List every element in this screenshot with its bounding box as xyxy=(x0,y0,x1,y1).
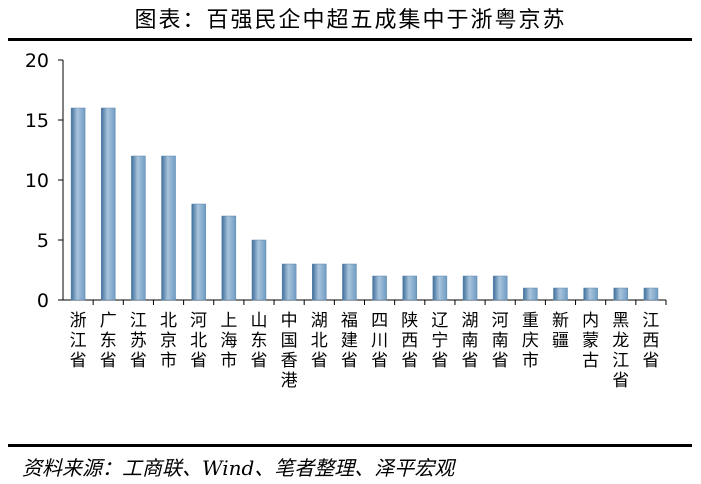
bar xyxy=(221,215,237,301)
x-category-label: 中国香港 xyxy=(281,311,298,391)
x-category-label: 湖北省 xyxy=(311,311,328,371)
x-category-label: 浙江省 xyxy=(70,311,87,371)
bar xyxy=(281,263,297,301)
x-category-label: 上海市 xyxy=(220,311,237,371)
x-category-label: 四川省 xyxy=(371,311,388,371)
x-category-label: 内蒙古 xyxy=(582,311,599,371)
x-category-label: 陕西省 xyxy=(401,311,418,371)
y-tick-label: 10 xyxy=(25,170,49,192)
chart-title: 图表：百强民企中超五成集中于浙粤京苏 xyxy=(134,8,567,33)
bar xyxy=(402,275,417,301)
x-category-label: 江西省 xyxy=(642,311,659,371)
bar xyxy=(492,275,508,301)
top-rule xyxy=(8,38,692,41)
bar xyxy=(342,263,357,301)
x-category-label: 辽宁省 xyxy=(431,311,448,371)
bar xyxy=(100,107,116,301)
bottom-rule xyxy=(8,444,692,447)
bar xyxy=(432,275,448,301)
source-note: 资料来源：工商联、Wind、笔者整理、泽平宏观 xyxy=(22,456,455,480)
x-category-label: 湖南省 xyxy=(462,311,479,371)
bar xyxy=(583,287,598,301)
bar xyxy=(643,287,659,301)
x-category-label: 江苏省 xyxy=(130,311,147,371)
bar-chart: 0 5 10 15 20 浙江省广东省江苏省北京市河北省上海市山东省中国香港湖北省福建省四… xyxy=(25,50,667,391)
bar xyxy=(312,263,327,301)
bar xyxy=(372,275,387,301)
bar xyxy=(523,287,538,301)
x-category-label: 新疆 xyxy=(552,311,569,351)
x-category-label: 河南省 xyxy=(492,311,509,371)
x-category-label: 福建省 xyxy=(341,311,358,371)
bar xyxy=(131,155,146,301)
bar xyxy=(553,287,568,301)
y-tick-label: 20 xyxy=(25,50,49,72)
x-category-label: 河北省 xyxy=(190,311,207,371)
bar xyxy=(161,155,176,301)
y-tick-label: 15 xyxy=(25,110,49,132)
x-category-label: 山东省 xyxy=(250,311,267,371)
x-category-label: 重庆市 xyxy=(522,311,539,371)
x-category-label: 广东省 xyxy=(100,311,117,371)
bar xyxy=(251,239,267,301)
bar xyxy=(613,287,629,301)
bar xyxy=(191,203,206,301)
x-category-label: 黑龙江省 xyxy=(612,311,629,391)
y-tick-label: 5 xyxy=(37,230,49,252)
y-tick-label: 0 xyxy=(37,290,49,312)
bar xyxy=(462,275,478,301)
bar xyxy=(70,107,86,301)
x-category-label: 北京市 xyxy=(160,311,177,371)
